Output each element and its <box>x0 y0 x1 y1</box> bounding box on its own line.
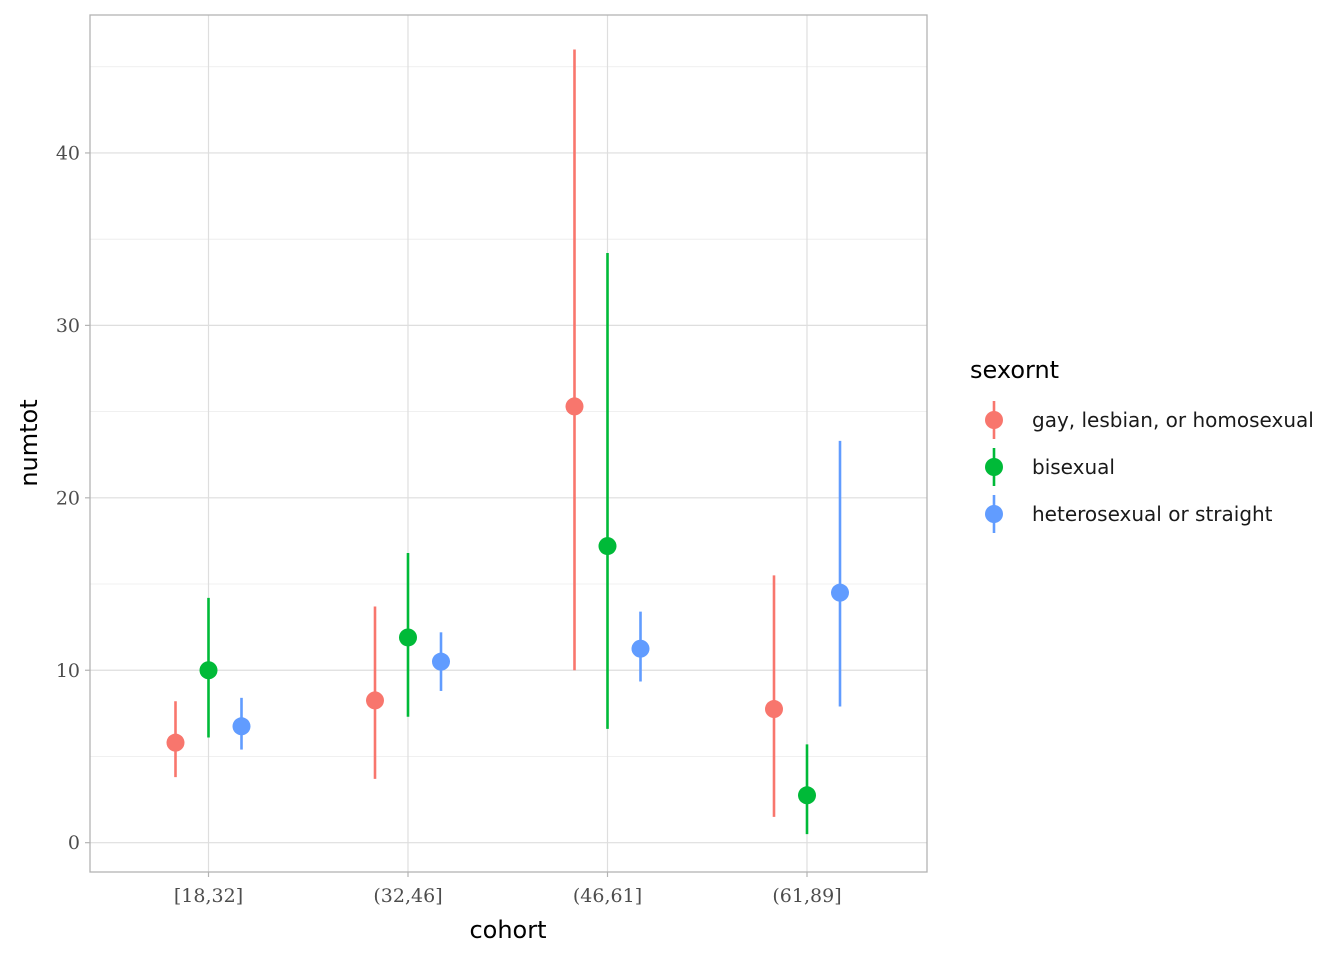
data-point <box>232 717 251 736</box>
y-tick-label: 10 <box>56 660 80 682</box>
y-tick-label: 20 <box>56 487 80 509</box>
legend-key-point <box>985 411 1003 429</box>
y-axis-title: numtot <box>15 399 43 486</box>
data-point <box>399 628 417 647</box>
legend: sexornt gay, lesbian, or homosexual bisex… <box>970 356 1314 533</box>
y-tick-label: 30 <box>56 315 80 337</box>
legend-label: heterosexual or straight <box>1032 502 1273 526</box>
data-point <box>598 537 617 556</box>
y-tick-label: 0 <box>68 832 80 854</box>
x-tick-label: (61,89] <box>772 885 841 907</box>
data-point <box>166 733 185 752</box>
data-point <box>366 691 384 710</box>
data-marks <box>166 49 849 835</box>
data-point <box>565 397 584 416</box>
legend-key-point <box>985 505 1003 523</box>
data-point <box>631 639 650 658</box>
x-tick-label: (46,61] <box>573 885 642 907</box>
data-point <box>831 583 849 602</box>
data-point <box>432 652 450 671</box>
y-tick-label: 40 <box>56 142 80 164</box>
y-axis-ticks: 0 10 20 30 40 <box>56 142 90 854</box>
x-tick-label: (32,46] <box>373 885 442 907</box>
x-axis-title: cohort <box>469 916 546 944</box>
legend-key-point <box>985 458 1003 476</box>
legend-label: gay, lesbian, or homosexual <box>1032 408 1314 432</box>
x-tick-label: [18,32] <box>174 885 243 907</box>
panel-border <box>89 14 928 873</box>
data-point <box>798 786 816 805</box>
legend-title: sexornt <box>970 356 1059 384</box>
data-point <box>199 661 218 680</box>
x-axis-ticks: [18,32] (32,46] (46,61] (61,89] <box>174 872 842 907</box>
data-point <box>765 700 783 719</box>
legend-label: bisexual <box>1032 455 1115 479</box>
